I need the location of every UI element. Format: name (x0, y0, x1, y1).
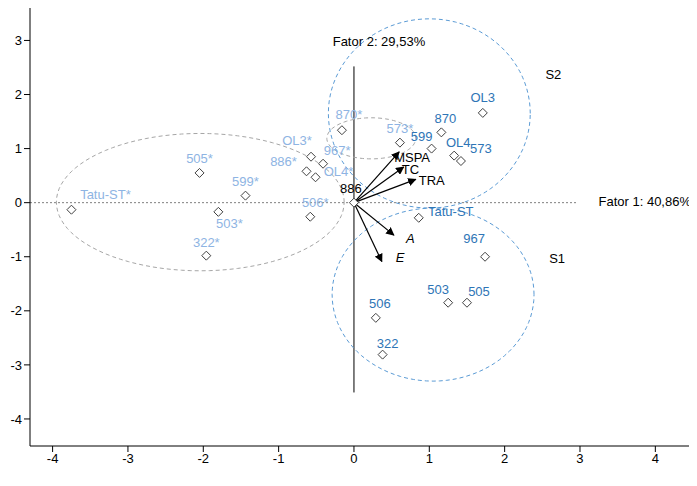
svg-text:-2: -2 (10, 303, 22, 318)
svg-text:505*: 505* (186, 151, 213, 166)
svg-text:-3: -3 (10, 358, 22, 373)
svg-text:0: 0 (350, 451, 357, 466)
svg-text:MSPA: MSPA (394, 150, 431, 166)
svg-text:Tatu-ST*: Tatu-ST* (80, 187, 131, 202)
svg-text:A: A (405, 231, 415, 246)
svg-text:322*: 322* (193, 235, 220, 250)
svg-text:OL3*: OL3* (282, 133, 312, 148)
svg-text:-1: -1 (273, 451, 285, 466)
svg-text:967*: 967* (324, 143, 351, 158)
svg-text:870*: 870* (336, 107, 363, 122)
svg-text:S2: S2 (545, 67, 561, 82)
svg-text:1: 1 (15, 141, 22, 156)
svg-text:967: 967 (463, 231, 485, 246)
svg-text:886: 886 (340, 181, 362, 196)
svg-text:0: 0 (15, 195, 22, 210)
svg-text:-4: -4 (47, 451, 59, 466)
svg-text:506: 506 (369, 296, 391, 311)
svg-text:503: 503 (427, 282, 449, 297)
svg-text:OL4: OL4 (446, 135, 471, 150)
svg-text:886*: 886* (270, 154, 297, 169)
svg-text:OL3: OL3 (471, 90, 496, 105)
svg-text:Fator 1: 40,86%: Fator 1: 40,86% (599, 194, 690, 209)
svg-text:3: 3 (576, 451, 583, 466)
svg-text:3: 3 (15, 33, 22, 48)
svg-text:4: 4 (652, 451, 659, 466)
svg-text:503*: 503* (216, 216, 243, 231)
svg-text:599: 599 (411, 129, 433, 144)
svg-text:OL4*: OL4* (324, 164, 354, 179)
svg-text:TRA: TRA (419, 173, 445, 188)
svg-text:599*: 599* (232, 174, 259, 189)
svg-text:2: 2 (15, 87, 22, 102)
svg-text:Fator 2: 29,53%: Fator 2: 29,53% (333, 34, 426, 49)
svg-text:E: E (396, 250, 405, 265)
svg-text:S1: S1 (549, 251, 565, 266)
svg-text:870: 870 (435, 111, 457, 126)
svg-text:1: 1 (426, 451, 433, 466)
svg-text:505: 505 (468, 284, 490, 299)
svg-text:-2: -2 (198, 451, 210, 466)
svg-text:-3: -3 (122, 451, 134, 466)
svg-text:-4: -4 (10, 412, 22, 427)
svg-text:573: 573 (470, 141, 492, 156)
svg-text:2: 2 (501, 451, 508, 466)
svg-text:-1: -1 (10, 249, 22, 264)
svg-text:TC: TC (402, 162, 419, 177)
svg-text:573*: 573* (387, 121, 414, 136)
svg-text:322: 322 (377, 336, 399, 351)
svg-text:506*: 506* (302, 195, 329, 210)
svg-text:Tatu-ST: Tatu-ST (428, 204, 474, 219)
